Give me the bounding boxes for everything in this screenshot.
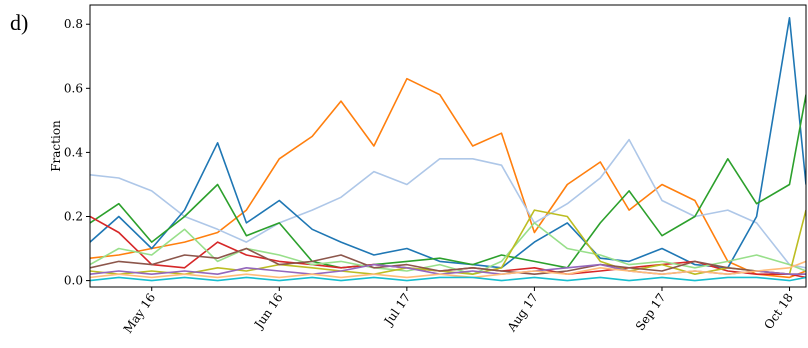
- plot-frame: [89, 4, 807, 288]
- series-line-3: [90, 16, 806, 269]
- x-tick-label: May 16: [121, 291, 158, 336]
- series-line-1: [90, 77, 806, 279]
- x-tick-label: Jun 16: [251, 291, 286, 333]
- x-tick-label: Sep 17: [633, 291, 669, 334]
- x-tick-label: Aug 17: [504, 291, 541, 335]
- y-tick-label: 0.4: [64, 145, 83, 159]
- series-line-2: [90, 138, 806, 269]
- y-axis-label: Fraction: [49, 120, 63, 172]
- panel-label: d): [10, 10, 29, 35]
- series-line-8: [90, 247, 806, 276]
- series-line-11: [90, 276, 806, 282]
- x-axis: May 16 Jun 16 Jul 17 Aug 17 Sep 17 Oct 18: [121, 287, 796, 336]
- x-tick-label: Oct 18: [761, 291, 796, 332]
- y-tick-label: 0.6: [64, 81, 83, 95]
- y-axis: 0.0 0.2 0.4 0.6 0.8: [64, 17, 90, 288]
- series-layer: [90, 16, 806, 282]
- series-line-6: [90, 222, 806, 276]
- y-tick-label: 0.0: [64, 274, 83, 288]
- series-line-5: [90, 215, 806, 279]
- series-line-10: [90, 260, 806, 279]
- y-tick-label: 0.8: [64, 17, 83, 31]
- y-tick-label: 0.2: [64, 210, 83, 224]
- series-line-4: [90, 94, 806, 269]
- x-tick-label: Jul 17: [380, 291, 413, 330]
